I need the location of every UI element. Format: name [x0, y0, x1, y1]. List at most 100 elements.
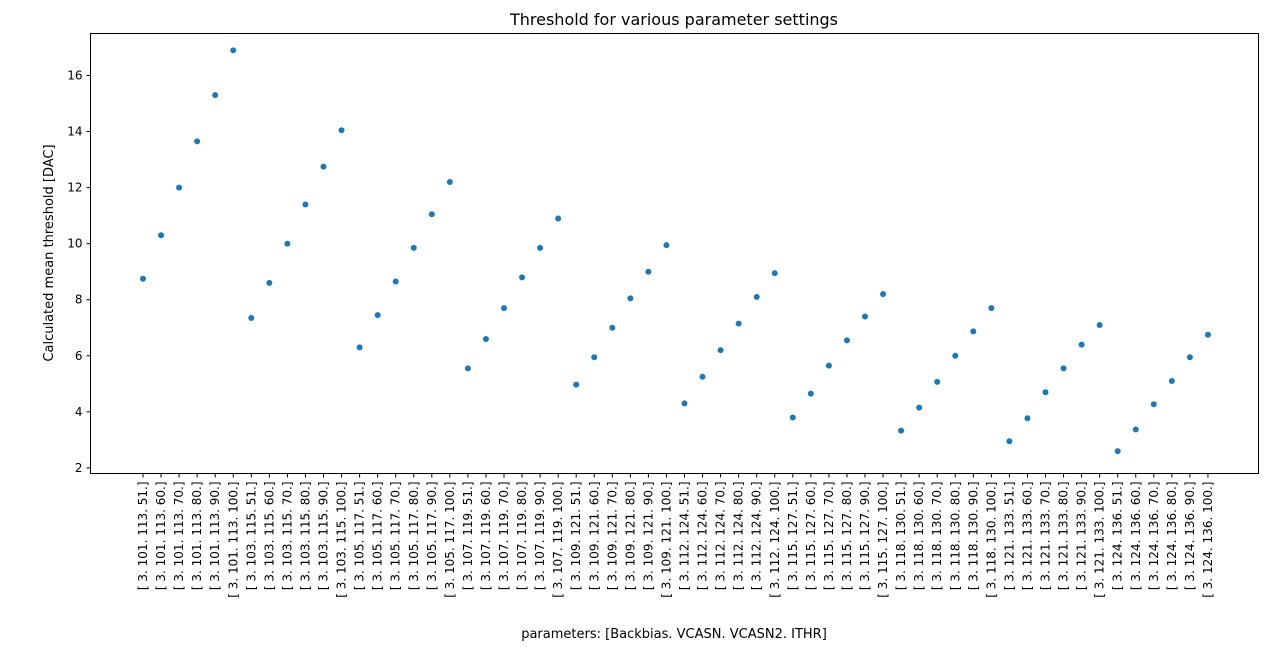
x-tick-label: [ 3. 105. 117. 100.]	[443, 482, 457, 598]
x-tick-label: [ 3. 109. 121. 70.]	[605, 482, 619, 591]
data-point	[609, 324, 616, 331]
x-tick-label: [ 3. 101. 113. 70.]	[172, 482, 186, 591]
x-tick-label: [ 3. 115. 127. 80.]	[840, 482, 854, 591]
data-point	[825, 362, 832, 369]
data-point	[501, 305, 507, 312]
data-point	[645, 268, 652, 275]
data-point	[1186, 354, 1193, 361]
x-tick-label: [ 3. 121. 133. 51.]	[1002, 482, 1016, 591]
x-tick-label: [ 3. 124. 136. 51.]	[1111, 482, 1125, 591]
data-point	[663, 242, 670, 249]
data-point	[428, 211, 435, 218]
x-tick-label: [ 3. 112. 124. 100.]	[768, 482, 782, 598]
data-point	[482, 335, 489, 342]
data-point	[573, 381, 580, 388]
y-tick-label: 14	[67, 125, 82, 139]
x-tick-label: [ 3. 115. 127. 90.]	[858, 482, 872, 591]
data-point	[862, 313, 868, 320]
x-tick-label: [ 3. 103. 115. 100.]	[335, 482, 349, 598]
data-point	[464, 365, 471, 372]
data-point	[970, 328, 977, 335]
x-tick-label: [ 3. 105. 117. 60.]	[371, 482, 385, 591]
x-axis-label: parameters: [Backbias. VCASN. VCASN2. IT…	[521, 627, 827, 642]
x-tick-label: [ 3. 124. 136. 100.]	[1201, 482, 1215, 598]
data-point	[248, 314, 255, 321]
data-point	[1024, 415, 1031, 422]
y-tick-label: 16	[67, 69, 82, 83]
x-tick-label: [ 3. 124. 136. 70.]	[1147, 482, 1161, 591]
data-point	[699, 373, 706, 380]
x-tick-label: [ 3. 112. 124. 90.]	[750, 482, 764, 591]
data-point	[555, 215, 562, 222]
data-point	[1150, 401, 1157, 408]
data-point	[140, 275, 146, 282]
data-point	[320, 163, 327, 170]
x-tick-label: [ 3. 115. 127. 60.]	[804, 482, 818, 591]
data-point	[916, 404, 923, 411]
x-tick-label: [ 3. 118. 130. 80.]	[948, 482, 962, 591]
data-point	[1168, 378, 1175, 385]
data-point	[988, 305, 995, 312]
x-tick-label: [ 3. 105. 117. 70.]	[389, 482, 403, 591]
x-tick-label: [ 3. 101. 113. 60.]	[154, 482, 168, 591]
data-point	[1042, 389, 1049, 396]
x-tick-label: [ 3. 103. 115. 90.]	[317, 482, 331, 591]
x-tick-label: [ 3. 103. 115. 60.]	[262, 482, 276, 591]
chart-title: Threshold for various parameter settings	[509, 10, 838, 29]
data-point	[446, 179, 453, 186]
x-tick-label: [ 3. 105. 117. 90.]	[425, 482, 439, 591]
x-tick-label: [ 3. 103. 115. 70.]	[280, 482, 294, 591]
data-point	[176, 184, 183, 191]
x-tick-label: [ 3. 107. 119. 51.]	[461, 482, 475, 591]
data-point	[1096, 321, 1103, 328]
data-point	[880, 291, 887, 298]
plot-frame	[90, 33, 1259, 474]
x-tick-label: [ 3. 124. 136. 60.]	[1129, 482, 1143, 591]
x-tick-label: [ 3. 109. 121. 80.]	[623, 482, 637, 591]
data-point	[753, 293, 760, 300]
data-point	[194, 138, 201, 145]
x-tick-label: [ 3. 118. 130. 100.]	[984, 482, 998, 598]
x-tick-label: [ 3. 112. 124. 60.]	[696, 482, 710, 591]
data-point	[807, 390, 814, 397]
y-tick-label: 8	[75, 293, 83, 307]
data-point	[410, 244, 417, 251]
data-point	[519, 274, 526, 281]
x-tick-label: [ 3. 105. 117. 51.]	[353, 482, 367, 591]
x-tick-label: [ 3. 103. 115. 51.]	[244, 482, 258, 591]
x-tick-label: [ 3. 112. 124. 70.]	[714, 482, 728, 591]
x-tick-label: [ 3. 107. 119. 80.]	[515, 482, 529, 591]
data-point	[266, 279, 273, 286]
x-tick-label: [ 3. 109. 121. 90.]	[641, 482, 655, 591]
data-point	[898, 427, 905, 434]
x-tick-label: [ 3. 121. 133. 80.]	[1057, 482, 1071, 591]
data-point	[1132, 426, 1139, 433]
x-tick-label: [ 3. 115. 127. 51.]	[786, 482, 800, 591]
x-tick-label: [ 3. 121. 133. 70.]	[1039, 482, 1053, 591]
y-axis-ticks: 2 4 6 8 10 12 14 16	[67, 69, 91, 475]
x-tick-label: [ 3. 118. 130. 51.]	[894, 482, 908, 591]
data-point	[771, 270, 778, 277]
data-point	[1006, 438, 1013, 445]
data-points	[140, 47, 1211, 455]
x-tick-label: [ 3. 124. 136. 80.]	[1165, 482, 1179, 591]
data-point	[681, 400, 688, 407]
y-tick-label: 2	[75, 461, 83, 475]
x-tick-label: [ 3. 112. 124. 80.]	[732, 482, 746, 591]
y-tick-label: 10	[67, 237, 82, 251]
x-tick-label: [ 3. 109. 121. 51.]	[569, 482, 583, 591]
x-tick-label: [ 3. 107. 119. 100.]	[551, 482, 565, 598]
data-point	[284, 240, 291, 247]
data-point	[789, 414, 796, 421]
data-point	[158, 232, 165, 239]
x-tick-label: [ 3. 115. 127. 100.]	[876, 482, 890, 598]
data-point	[537, 244, 544, 251]
x-tick-label: [ 3. 121. 133. 60.]	[1020, 482, 1034, 591]
x-tick-label: [ 3. 118. 130. 70.]	[930, 482, 944, 591]
x-tick-label: [ 3. 105. 117. 80.]	[407, 482, 421, 591]
x-tick-label: [ 3. 101. 113. 100.]	[226, 482, 240, 598]
x-tick-label: [ 3. 121. 133. 90.]	[1075, 482, 1089, 591]
x-axis-ticks: [ 3. 101. 113. 51.] [ 3. 101. 113. 60.] [ …	[136, 473, 1215, 598]
data-point	[843, 337, 850, 344]
